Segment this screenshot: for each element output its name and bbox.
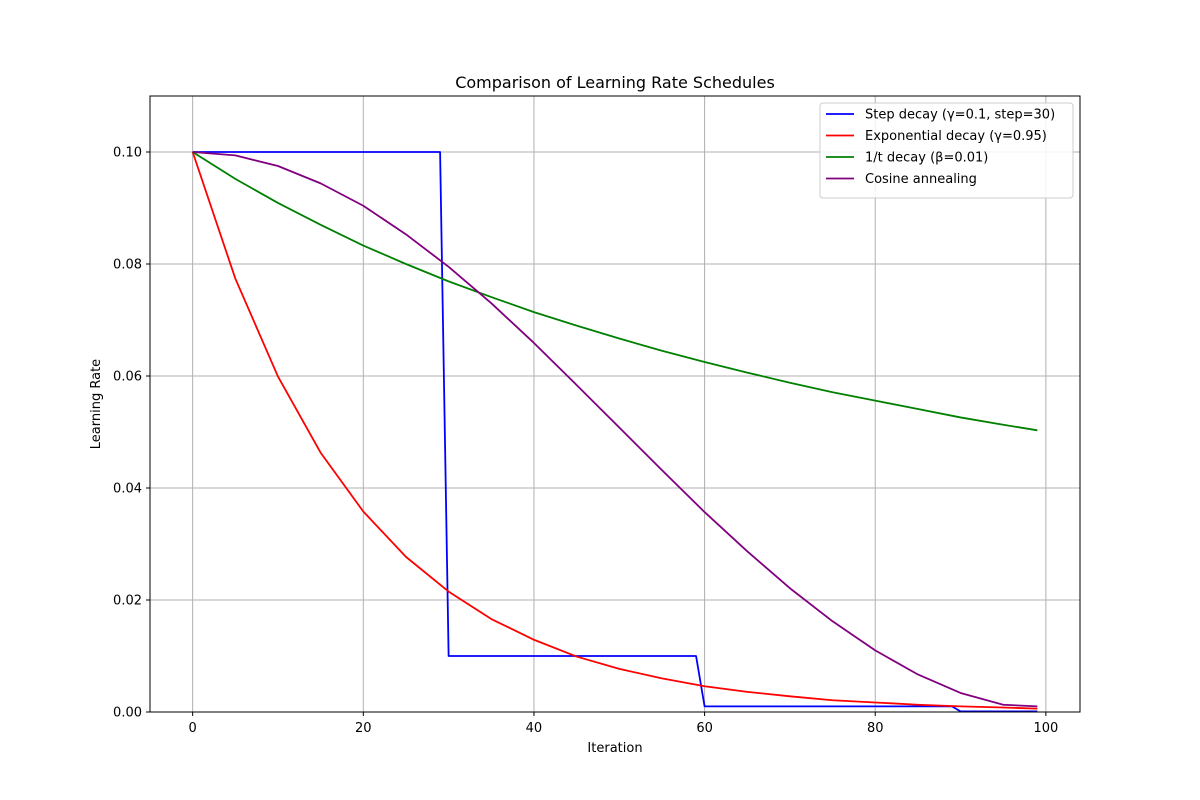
grid (150, 96, 1080, 713)
axis-ticks: 0 20 40 60 80 100 0.00 0.02 0.04 0.06 0.08 0.10 (113, 146, 1058, 737)
y-tick-label: 0.08 (113, 258, 142, 273)
x-tick-label: 0 (189, 721, 197, 736)
series-lines (191, 151, 1038, 713)
series-line-0 (192, 151, 1038, 713)
y-tick-label: 0.04 (113, 482, 142, 497)
series-line-1 (191, 151, 1038, 710)
y-tick-label: 0.02 (113, 594, 142, 609)
legend-label-1: Exponential decay (γ=0.95) (865, 129, 1047, 144)
x-tick-label: 80 (867, 721, 884, 736)
y-tick-label: 0.00 (113, 706, 142, 721)
chart-title: Comparison of Learning Rate Schedules (455, 73, 775, 92)
series-line-2 (192, 151, 1038, 432)
plot-frame (149, 95, 1081, 713)
x-axis-label: Iteration (587, 741, 642, 756)
y-tick-label: 0.10 (113, 146, 142, 161)
y-tick-label: 0.06 (113, 370, 142, 385)
x-tick-label: 100 (1033, 721, 1058, 736)
x-tick-label: 40 (526, 721, 543, 736)
legend-box (819, 102, 1074, 199)
x-tick-label: 20 (355, 721, 372, 736)
legend-label-3: Cosine annealing (865, 172, 977, 187)
y-axis-label: Learning Rate (89, 359, 104, 449)
legend-label-2: 1/t decay (β=0.01) (865, 151, 988, 166)
legend-label-0: Step decay (γ=0.1, step=30) (865, 108, 1055, 123)
x-tick-label: 60 (696, 721, 713, 736)
series-line-3 (192, 151, 1038, 708)
legend: Step decay (γ=0.1, step=30) Exponential d… (819, 102, 1074, 199)
